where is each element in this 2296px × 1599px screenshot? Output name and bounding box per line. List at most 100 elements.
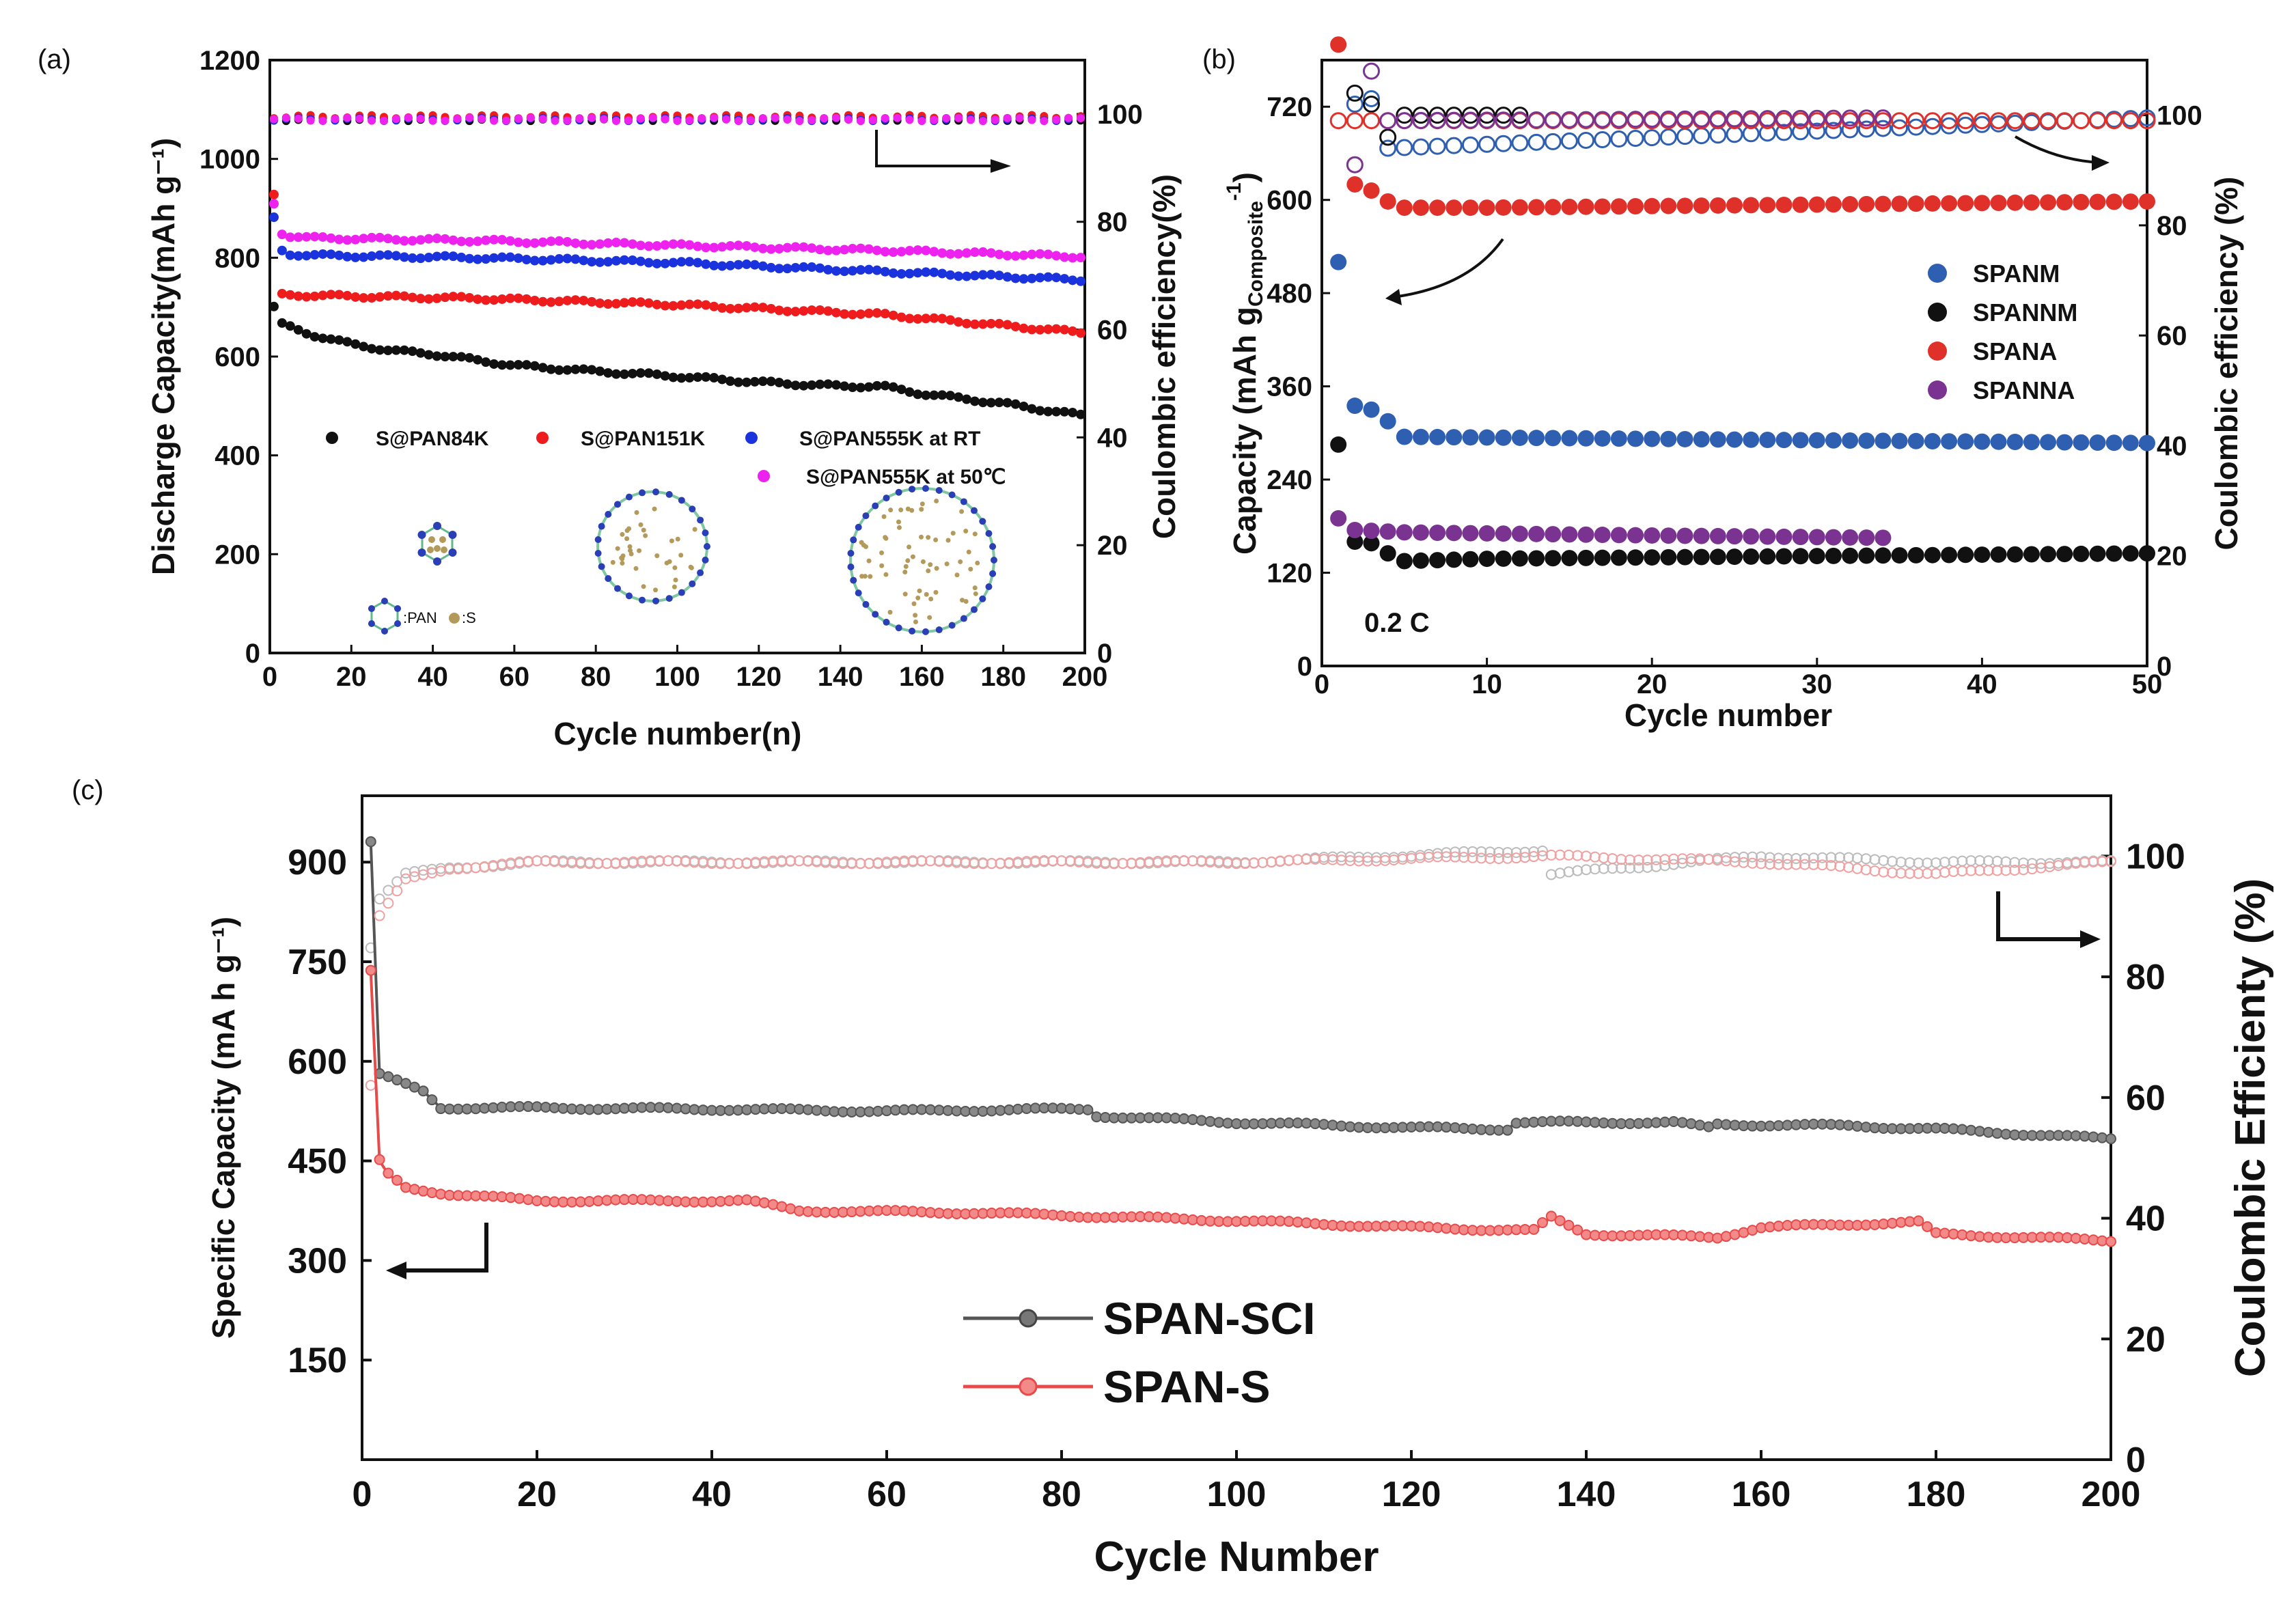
panel-b-capacity-point (1792, 432, 1809, 449)
panel-b-capacity-point (2056, 434, 2073, 451)
panel-c-ce-point (1292, 854, 1303, 865)
panel-a-capacity-point (579, 295, 589, 305)
panel-b-capacity-point (1346, 398, 1364, 415)
panel-a-capacity-point (652, 299, 662, 309)
panel-c-ce-point (2026, 863, 2038, 875)
panel-a-legend-label-1: S@PAN151K (581, 428, 705, 450)
panel-a-capacity-point (888, 268, 898, 278)
panel-c-ce-point (1782, 852, 1793, 864)
inset-sulfur-dot (950, 531, 956, 536)
panel-a-capacity-point (562, 237, 572, 247)
panel-c-ce-point (1248, 857, 1260, 869)
panel-c-capacity-point (1187, 1114, 1198, 1126)
panel-b-capacity-point (1709, 527, 1726, 544)
panel-b-capacity-point (1511, 199, 1528, 216)
panel-b-capacity-point (2122, 434, 2139, 451)
panel-c-ce-point (601, 858, 613, 870)
panel-b-capacity-point (1478, 429, 1495, 446)
panel-b-ce-arrow (2014, 135, 2101, 164)
panel-c-ce-point (1782, 859, 1793, 870)
panel-b-ce-point (1412, 138, 1430, 156)
panel-a-capacity-point (782, 242, 792, 253)
inset-sulfur-dot (672, 565, 678, 570)
panel-c-ce-point (1301, 854, 1312, 865)
panel-b-x-tick-label: 0 (1314, 669, 1329, 699)
panel-b-capacity-point (1545, 199, 1562, 216)
panel-c-ce-point (1825, 860, 1837, 872)
panel-a-capacity-point (937, 314, 948, 324)
panel-c-ce-point (1493, 846, 1504, 858)
panel-b-capacity-point (1924, 546, 1941, 564)
panel-c-ce-point (1537, 845, 1548, 857)
panel-c-capacity-point (767, 1199, 779, 1210)
panel-a-capacity-point (823, 306, 833, 316)
inset-pan-dot (394, 620, 402, 627)
panel-a-ce-point (795, 117, 804, 126)
panel-a-capacity-point (921, 245, 931, 255)
panel-a-capacity-point (684, 299, 695, 309)
panel-a-capacity-point (1043, 272, 1053, 282)
panel-a-capacity-point (440, 234, 450, 244)
panel-a-ce-point (820, 114, 829, 123)
inset-pan-dot (448, 548, 457, 557)
inset-pan-dot (614, 585, 622, 592)
panel-a-legend-label-0: S@PAN84K (376, 428, 489, 450)
panel-a-capacity-point (823, 245, 833, 255)
panel-a-capacity-point (1027, 404, 1037, 414)
panel-b-capacity-point (1363, 523, 1380, 540)
panel-a-capacity-point (774, 305, 784, 316)
panel-b-ce-point (1742, 110, 1760, 128)
panel-b-ce-point (1709, 110, 1727, 128)
inset-sulfur-dot (919, 507, 924, 512)
panel-a-capacity-point (978, 398, 988, 408)
panel-a-ce-point (478, 115, 486, 124)
inset-pan-dot (605, 575, 612, 583)
panel-a-capacity-point (505, 360, 515, 370)
panel-c-ce-point (758, 856, 770, 867)
panel-c-ce-point (1545, 869, 1557, 880)
panel-b-capacity-point (1957, 546, 1974, 564)
panel-a-ce-point (343, 113, 352, 122)
panel-c-ce-point (1554, 867, 1566, 879)
panel-a-capacity-point (693, 258, 703, 268)
panel-a-capacity-point (954, 249, 964, 259)
panel-b-capacity-point (1775, 432, 1793, 449)
panel-c-ce-point (1484, 846, 1496, 858)
panel-c-ce-point (1458, 852, 1469, 863)
panel-c-ce-point (715, 858, 726, 870)
panel-a-capacity-point (595, 298, 605, 308)
panel-a-capacity-point (619, 369, 629, 379)
panel-a-capacity-point (652, 241, 662, 251)
panel-a-ce-point (563, 116, 572, 125)
panel-a-capacity-point (807, 380, 817, 390)
panel-a-ce-point (942, 113, 951, 122)
panel-a-capacity-point (1043, 324, 1053, 335)
panel-a-capacity-point (652, 258, 662, 268)
panel-a-capacity-point (1027, 249, 1037, 260)
panel-a-capacity-point (268, 199, 279, 209)
panel-a-capacity-point (538, 296, 548, 307)
panel-a-capacity-point (904, 246, 915, 256)
panel-a-capacity-point (546, 297, 556, 307)
panel-a-capacity-point (383, 291, 393, 301)
inset-key-hexagon (370, 600, 399, 632)
panel-c-y-tick-label: 750 (288, 943, 347, 982)
panel-a-capacity-point (1010, 273, 1021, 283)
panel-a-capacity-point (1051, 251, 1062, 261)
panel-a-legend-marker-2 (745, 432, 758, 444)
panel-c-capacity-point (514, 1193, 525, 1204)
panel-a-capacity-point (644, 241, 654, 251)
panel-b-ce-point (1511, 111, 1529, 129)
panel-a-capacity-point (840, 266, 850, 277)
panel-c-x-tick-label: 40 (692, 1475, 732, 1514)
panel-a-capacity-point (399, 291, 409, 301)
panel-b-legend-label-3: SPANNA (1973, 376, 2075, 404)
panel-b-capacity-point (1610, 527, 1627, 544)
panel-a-ce-point (893, 113, 902, 122)
panel-b-capacity-point (1511, 429, 1528, 446)
panel-a-capacity-point (350, 292, 361, 302)
inset-sulfur-dot (675, 536, 680, 542)
panel-c-ce-point (969, 858, 980, 870)
panel-b-ce-point (1379, 128, 1397, 146)
panel-b-y-label: Capacity (mAh gComposite-1) (1223, 172, 1267, 555)
